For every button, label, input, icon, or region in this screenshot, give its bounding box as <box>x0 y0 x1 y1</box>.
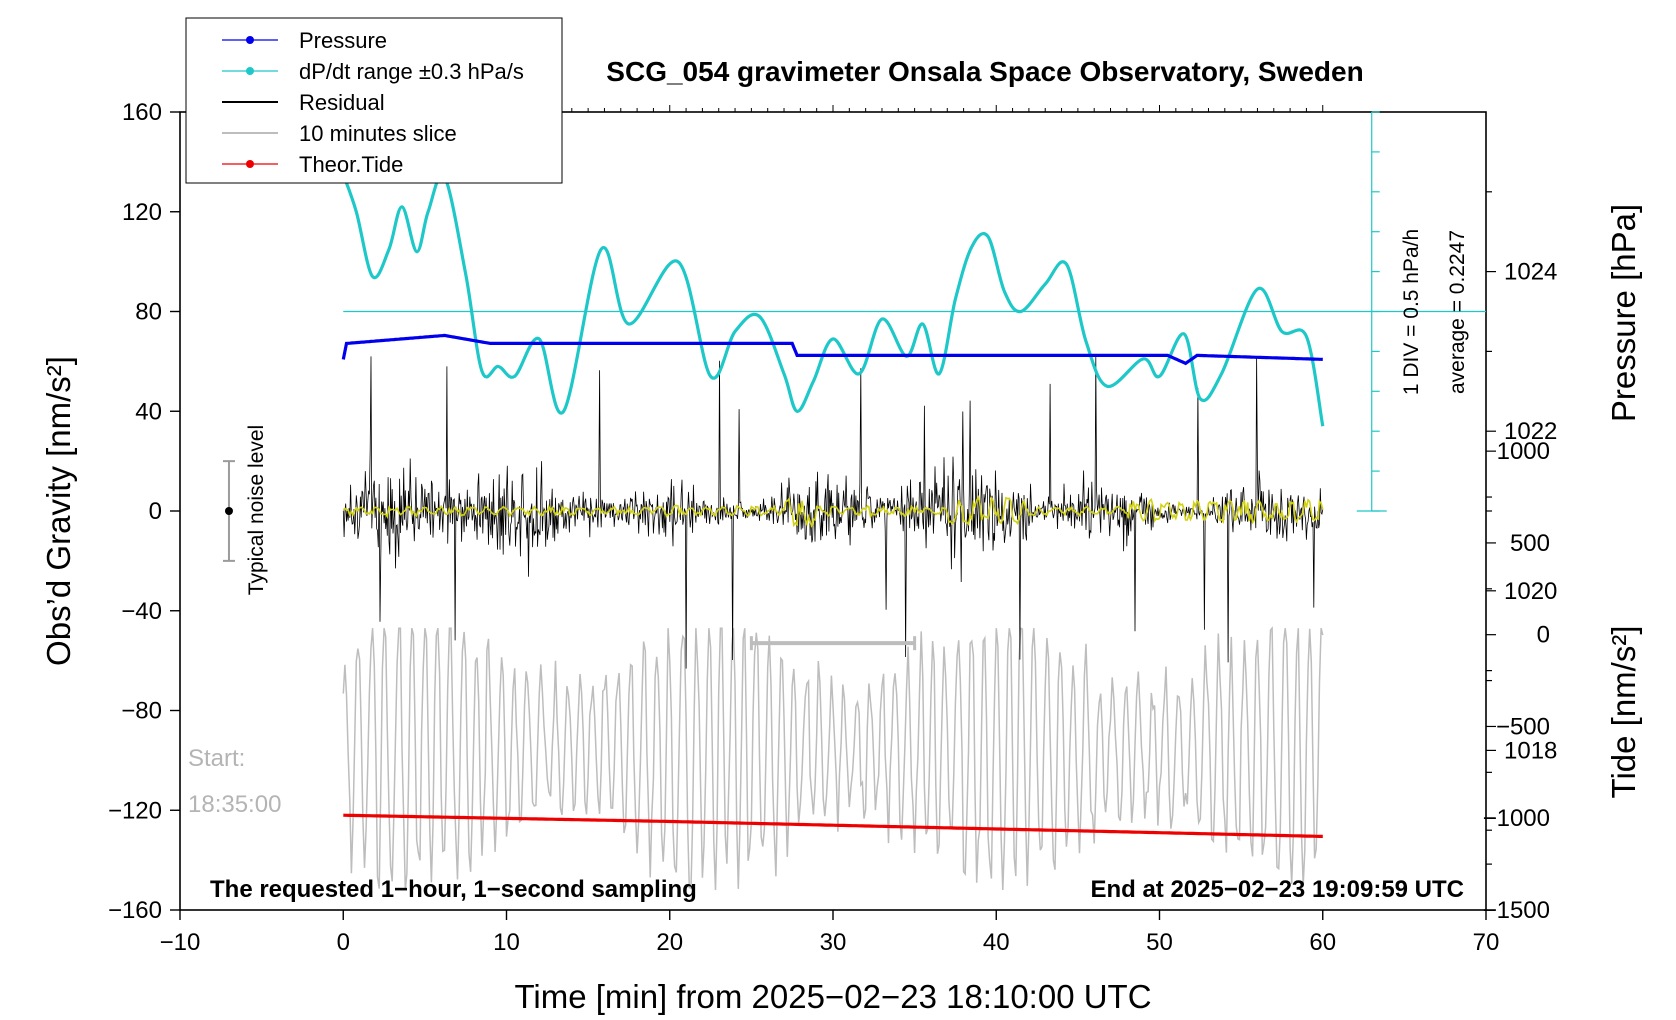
x-tick-label: 70 <box>1473 929 1500 956</box>
start-label: Start: <box>188 745 245 772</box>
x-tick-label: 0 <box>337 929 350 956</box>
tide-tick-label: −1000 <box>1483 805 1550 832</box>
legend-item-tide: Theor.Tide <box>222 152 403 177</box>
y-axis-label-left: Obs’d Gravity [nm/s²] <box>40 356 77 666</box>
x-tick-label: 10 <box>493 929 520 956</box>
y-tick-label: 120 <box>122 199 162 226</box>
average-label: average = 0.2247 <box>1446 230 1469 394</box>
noise-level-label: Typical noise level <box>245 425 268 595</box>
x-tick-label: 20 <box>656 929 683 956</box>
legend-label-tide: Theor.Tide <box>299 152 403 177</box>
y-axis-label-pressure: Pressure [hPa] <box>1605 204 1642 422</box>
legend-label-pressure: Pressure <box>299 28 387 53</box>
pressure-tick-label: 1018 <box>1504 737 1557 764</box>
legend-marker-tide <box>246 160 254 168</box>
slice-line <box>342 626 1324 891</box>
y-axis-label-tide: Tide [nm/s²] <box>1605 626 1642 799</box>
y-tick-label: −120 <box>108 797 162 824</box>
tide-tick-label: −500 <box>1496 713 1550 740</box>
x-tick-label: 50 <box>1146 929 1173 956</box>
start-time-label: 18:35:00 <box>188 791 281 818</box>
legend-marker-dpdt <box>246 67 254 75</box>
y-tick-label: 160 <box>122 99 162 126</box>
legend-item-residual: Residual <box>222 90 385 115</box>
legend-label-residual: Residual <box>299 90 385 115</box>
bottom-right-note: End at 2025−02−23 19:09:59 UTC <box>1090 876 1464 903</box>
tide-tick-label: 0 <box>1537 622 1550 649</box>
x-tick-label: 60 <box>1309 929 1336 956</box>
data-group <box>222 111 1486 891</box>
x-tick-label: 40 <box>983 929 1010 956</box>
legend-label-dpdt: dP/dt range ±0.3 hPa/s <box>299 59 524 84</box>
noise-bar-center <box>224 507 233 515</box>
residual-filtered-line <box>342 494 1324 528</box>
legend-item-pressure: Pressure <box>222 28 387 53</box>
legend-box <box>185 17 563 184</box>
chart-title: SCG_054 gravimeter Onsala Space Observat… <box>606 56 1363 87</box>
bottom-left-note: The requested 1−hour, 1−second sampling <box>210 876 697 903</box>
x-tick-label: 30 <box>820 929 847 956</box>
pressure-tick-label: 1024 <box>1504 259 1557 286</box>
y-tick-label: 80 <box>135 299 162 326</box>
legend-item-dpdt: dP/dt range ±0.3 hPa/s <box>222 59 524 84</box>
y-tick-label: 0 <box>149 498 162 525</box>
tide-line <box>343 813 1323 838</box>
y-tick-label: −40 <box>121 598 162 625</box>
axes-group: −10 0 10 20 30 40 50 60 70−160−120−80−4004080120… <box>108 99 1557 956</box>
tide-tick-label: −1500 <box>1483 897 1550 924</box>
x-tick-label: −10 <box>160 929 201 956</box>
legend-item-slice: 10 minutes slice <box>222 121 457 146</box>
legend-marker-pressure <box>246 36 254 44</box>
legend: Pressure dP/dt range ±0.3 hPa/s Residual… <box>185 17 563 184</box>
pressure-tick-label: 1020 <box>1504 578 1557 605</box>
dpdt-line <box>341 173 1325 427</box>
y-tick-label: −160 <box>108 897 162 924</box>
y-tick-label: −80 <box>121 698 162 725</box>
pressure-tick-label: 1022 <box>1504 418 1557 445</box>
pressure-line <box>341 333 1323 366</box>
x-axis-label: Time [min] from 2025−02−23 18:10:00 UTC <box>514 978 1151 1015</box>
tide-tick-label: 1000 <box>1497 438 1550 465</box>
legend-label-slice: 10 minutes slice <box>299 121 457 146</box>
residual-line <box>342 356 1324 669</box>
div-label: 1 DIV = 0.5 hPa/h <box>1400 229 1423 395</box>
y-tick-label: 40 <box>135 398 162 425</box>
tide-tick-label: 500 <box>1510 530 1550 557</box>
